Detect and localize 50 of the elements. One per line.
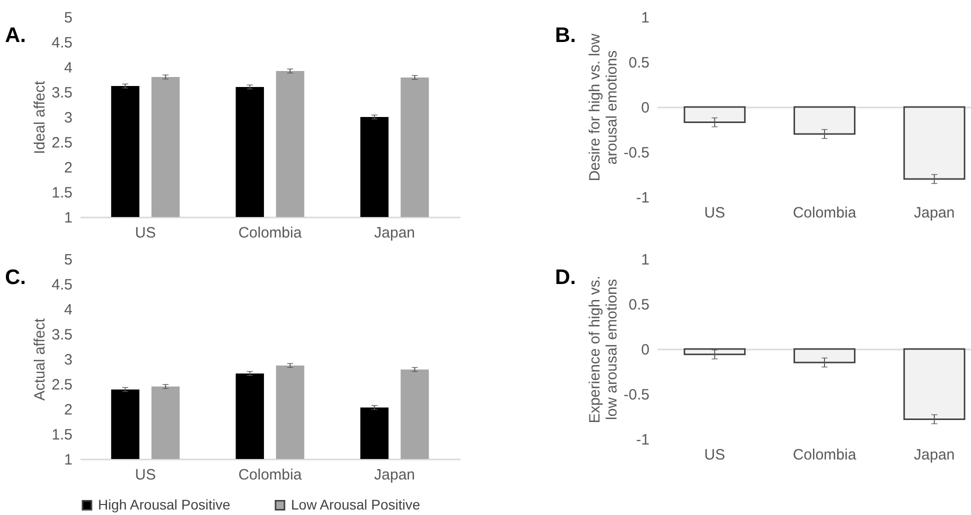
y-tick-label: 1 [64, 210, 72, 226]
x-tick-label: Colombia [792, 204, 857, 222]
y-tick-label: 4 [64, 302, 72, 318]
y-tick-label: 2 [64, 402, 72, 418]
x-tick-label: US [134, 224, 156, 242]
y-axis-title: Desire for high vs. low arousal emotions [586, 34, 621, 182]
y-tick-label: 0 [641, 342, 650, 358]
y-tick-label: 1.5 [52, 184, 72, 202]
legend-label: High Arousal Positive [98, 496, 231, 512]
y-tick-label: 3.5 [52, 84, 72, 102]
y-tick-label: 4 [64, 60, 72, 76]
chart-title: B. [555, 24, 576, 47]
y-tick-label: 0.5 [628, 296, 650, 314]
y-tick-label: 2 [64, 160, 72, 176]
y-tick-label: -1 [636, 190, 650, 206]
x-tick-label: US [134, 466, 156, 484]
x-tick-label: Colombia [238, 466, 302, 484]
y-axis-title: Actual affect [32, 318, 49, 401]
y-tick-label: 2.5 [52, 376, 72, 394]
x-tick-label: Colombia [238, 224, 302, 242]
y-tick-label: -1 [636, 432, 650, 448]
y-axis-title: Experience of high vs. low arousal emotions [586, 276, 621, 424]
y-tick-label: 3.5 [52, 326, 72, 344]
y-tick-label: 2.5 [52, 134, 72, 152]
y-tick-label: -0.5 [624, 144, 650, 162]
x-tick-label: Japan [374, 466, 416, 484]
y-tick-label: 4.5 [52, 34, 72, 52]
chart-title: A. [5, 24, 26, 47]
x-tick-label: Japan [374, 224, 416, 242]
y-tick-label: 1 [64, 452, 72, 468]
chart-title: C. [5, 266, 26, 289]
x-tick-label: Japan [914, 446, 955, 464]
y-tick-label: 3 [64, 352, 72, 368]
x-tick-label: US [704, 204, 726, 222]
y-tick-label: 1 [641, 10, 650, 26]
y-axis-title: Ideal affect [32, 80, 49, 154]
y-tick-label: 1.5 [52, 426, 72, 444]
y-tick-label: 5 [64, 10, 72, 26]
y-tick-label: 0.5 [628, 54, 650, 72]
chart-title: D. [555, 266, 576, 289]
y-tick-label: -0.5 [624, 386, 650, 404]
x-tick-label: Colombia [792, 446, 857, 464]
y-tick-label: 4.5 [52, 276, 72, 294]
y-tick-label: 5 [64, 252, 72, 268]
x-tick-label: US [704, 446, 726, 464]
y-tick-label: 3 [64, 110, 72, 126]
y-tick-label: 1 [641, 252, 650, 268]
legend-label: Low Arousal Positive [291, 496, 420, 512]
x-tick-label: Japan [914, 204, 955, 222]
y-tick-label: 0 [641, 100, 650, 116]
